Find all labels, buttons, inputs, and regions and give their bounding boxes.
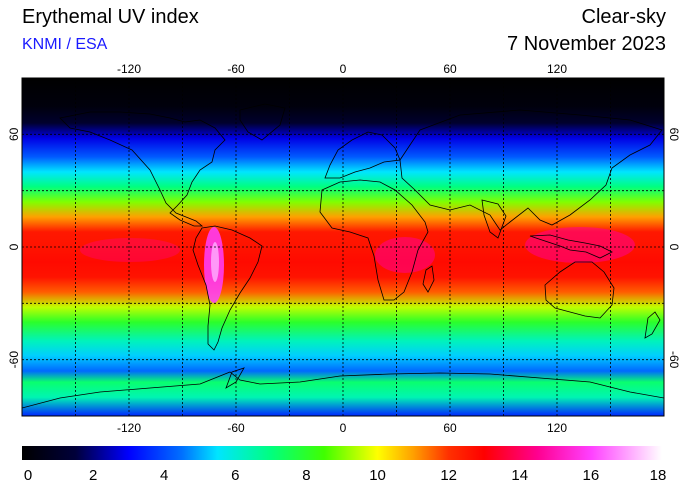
sky-condition: Clear-sky: [581, 6, 666, 28]
coast-south-america: [192, 225, 263, 351]
coast-antarctic-peninsula: [225, 367, 245, 389]
uv-colorbar: [22, 446, 662, 460]
latitude-tick-label: 0: [7, 243, 21, 250]
longitude-tick-label: -120: [117, 421, 141, 435]
longitude-tick-label: 60: [443, 421, 457, 435]
longitude-tick-label: 120: [547, 62, 567, 76]
latitude-labels-right: 60 0 -60: [667, 128, 681, 369]
latitude-tick-label: 0: [667, 244, 681, 251]
pacific-uv-hotspot: [80, 238, 180, 262]
latitude-labels-left: 60 0 -60: [7, 127, 21, 368]
coast-africa: [319, 179, 429, 301]
longitude-tick-label: 120: [547, 421, 567, 435]
coast-europe: [324, 131, 401, 179]
coast-north-america: [59, 111, 226, 227]
map-frame: [21, 77, 665, 417]
africa-uv-hotspot: [375, 237, 435, 273]
longitude-tick-label: -60: [227, 421, 245, 435]
coast-madagascar: [422, 265, 435, 293]
coast-australia: [544, 261, 615, 319]
map-date: 7 November 2023: [507, 33, 666, 55]
longitude-tick-label: -120: [117, 62, 141, 76]
coast-antarctica: [22, 371, 664, 416]
longitude-labels-bottom: -120 -60 0 60 120: [117, 421, 567, 435]
colorbar-tick-label: 0: [24, 467, 32, 484]
coast-greenland: [239, 103, 286, 141]
lat-lon-grid: [22, 78, 664, 416]
colorbar-tick-label: 16: [583, 467, 600, 484]
colorbar-tick-label: 18: [650, 467, 667, 484]
latitude-tick-label: -60: [7, 351, 21, 369]
latitude-tick-label: 60: [667, 128, 681, 142]
colorbar-tick-label: 10: [369, 467, 386, 484]
colorbar-tick-label: 12: [440, 467, 457, 484]
longitude-labels-top: -120 -60 0 60 120: [117, 62, 567, 76]
colorbar-tick-label: 6: [231, 467, 239, 484]
latitude-tick-label: 60: [7, 127, 21, 141]
andes-uv-peak: [211, 242, 219, 282]
colorbar-tick-label: 14: [511, 467, 528, 484]
longitude-tick-label: -60: [227, 62, 245, 76]
latitude-tick-label: -60: [667, 351, 681, 369]
colorbar-tick-label: 4: [160, 467, 168, 484]
colorbar-tick-label: 2: [89, 467, 97, 484]
map-title: Erythemal UV index: [22, 6, 199, 28]
colorbar-tick-label: 8: [302, 467, 310, 484]
longitude-tick-label: 60: [443, 62, 457, 76]
indonesia-uv-hotspot: [525, 227, 635, 263]
data-source: KNMI / ESA: [22, 36, 108, 53]
coast-india: [481, 199, 507, 239]
colorbar-labels: 0 2 4 6 8 10 12 14 16 18: [24, 467, 667, 484]
longitude-tick-label: 0: [340, 62, 347, 76]
coast-indonesia: [529, 234, 613, 259]
coast-new-zealand: [644, 311, 661, 339]
longitude-tick-label: 0: [340, 421, 347, 435]
map-area: [22, 78, 664, 416]
